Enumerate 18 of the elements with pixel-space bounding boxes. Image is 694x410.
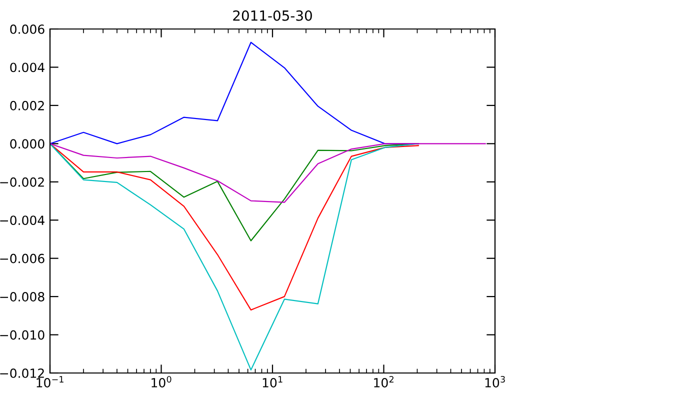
x-tick-label: 10$^{2}$ xyxy=(374,376,394,388)
x-tick-label: 10$^{0}$ xyxy=(152,376,172,388)
chart-title: 2011-05-30 xyxy=(233,10,312,21)
line-series xyxy=(50,143,486,203)
y-tick-label: 0.004 xyxy=(10,62,44,72)
y-tick-label: −0.012 xyxy=(0,368,44,378)
y-tick-label: −0.010 xyxy=(0,330,44,340)
y-tick-label: 0.006 xyxy=(10,24,44,34)
line-series xyxy=(50,143,419,370)
y-tick-label: −0.002 xyxy=(0,177,44,187)
x-tick-label: 10$^{1}$ xyxy=(262,376,282,388)
y-tick-label: −0.008 xyxy=(0,292,44,302)
y-tick-label: 0.000 xyxy=(10,139,44,149)
y-tick-label: −0.004 xyxy=(0,216,44,226)
y-tick-label: −0.006 xyxy=(0,254,44,264)
x-tick-label: 10$^{3}$ xyxy=(485,376,505,388)
y-tick-label: 0.002 xyxy=(10,100,44,110)
line-series xyxy=(50,143,419,310)
